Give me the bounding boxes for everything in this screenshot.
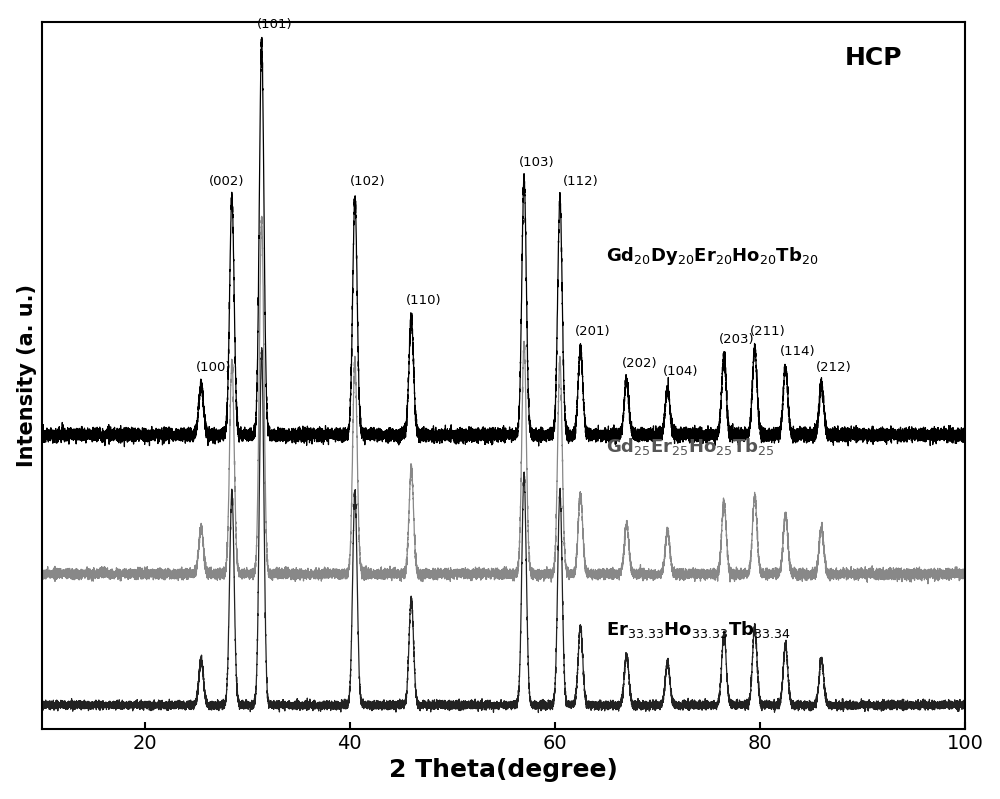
X-axis label: 2 Theta(degree): 2 Theta(degree)	[389, 758, 618, 782]
Text: Gd$_{20}$Dy$_{20}$Er$_{20}$Ho$_{20}$Tb$_{20}$: Gd$_{20}$Dy$_{20}$Er$_{20}$Ho$_{20}$Tb$_…	[606, 245, 818, 267]
Text: (103): (103)	[519, 156, 555, 169]
Text: (112): (112)	[563, 176, 599, 189]
Text: (002): (002)	[209, 176, 245, 189]
Y-axis label: Intensity (a. u.): Intensity (a. u.)	[17, 284, 37, 467]
Text: (102): (102)	[350, 176, 385, 189]
Text: (110): (110)	[406, 294, 442, 307]
Text: (104): (104)	[662, 364, 698, 378]
Text: Er$_{33.33}$Ho$_{33.33}$Tb$_{33.34}$: Er$_{33.33}$Ho$_{33.33}$Tb$_{33.34}$	[606, 619, 791, 640]
Text: (101): (101)	[256, 18, 292, 31]
Text: (100): (100)	[196, 360, 232, 374]
Text: (114): (114)	[780, 345, 816, 358]
Text: (203): (203)	[719, 333, 754, 346]
Text: (202): (202)	[621, 356, 657, 370]
Text: (211): (211)	[750, 325, 785, 338]
Text: (201): (201)	[575, 325, 611, 338]
Text: HCP: HCP	[845, 46, 902, 70]
Text: (212): (212)	[816, 360, 852, 374]
Text: Gd$_{25}$Er$_{25}$Ho$_{25}$Tb$_{25}$: Gd$_{25}$Er$_{25}$Ho$_{25}$Tb$_{25}$	[606, 436, 775, 457]
